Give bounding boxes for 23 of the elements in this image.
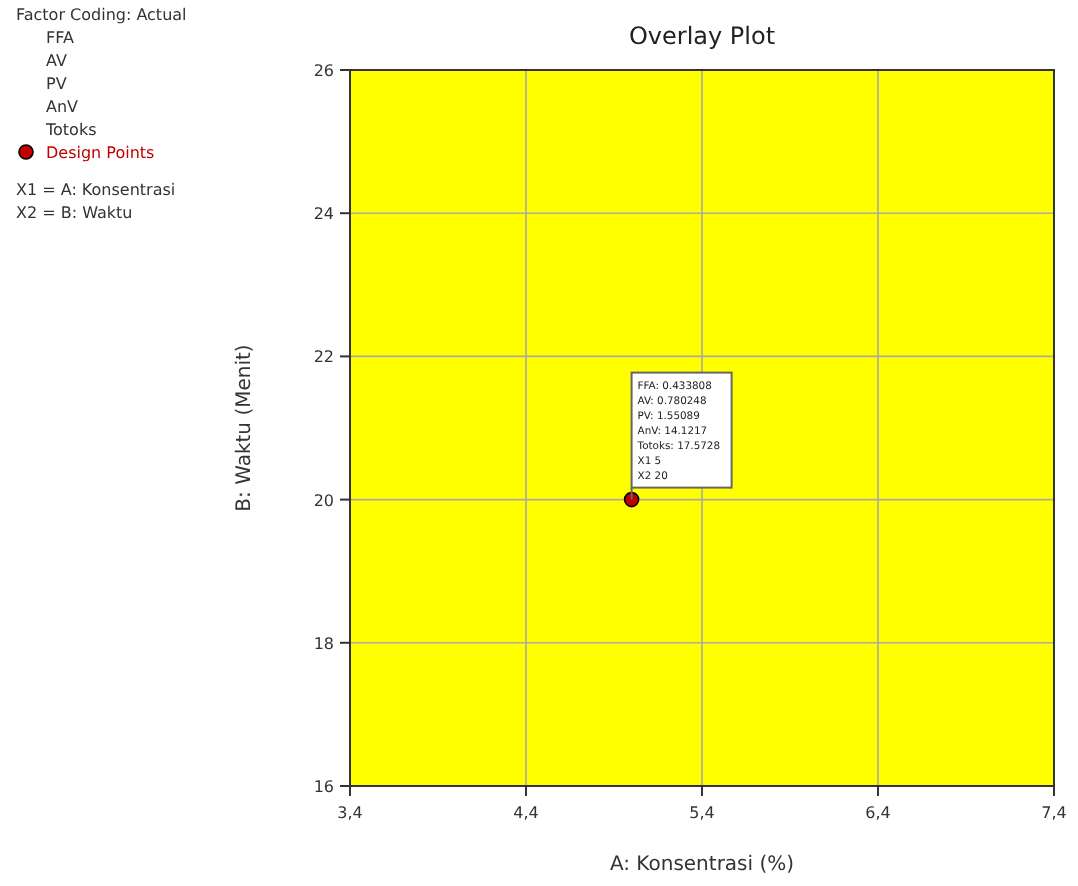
legend-label: Design Points (46, 144, 155, 162)
x-tick-label: 5,4 (689, 804, 715, 822)
x-axis-title: A: Konsentrasi (%) (609, 854, 795, 876)
y-tick-label: 26 (313, 62, 334, 80)
text: X2 = B: Waktu (16, 203, 133, 222)
text: X1 = A: Konsentrasi (16, 180, 176, 199)
y-tick-label: 16 (313, 778, 334, 796)
y-tick-label: 18 (313, 634, 334, 653)
chart-title: Overlay Plot (628, 22, 776, 50)
y-tick-label: 22 (313, 348, 334, 367)
text: PV (46, 75, 68, 93)
x-tick-label: 3,4 (337, 804, 363, 822)
y-tick-label: 24 (313, 205, 334, 224)
x-tick-label: 6,4 (865, 804, 891, 822)
x-tick-label: 7,4 (1041, 804, 1067, 822)
text: Totoks (44, 121, 97, 139)
text: AV (46, 52, 68, 70)
text: AnV (46, 98, 80, 116)
text: FFA (46, 29, 75, 47)
x-tick-label: 4,4 (513, 804, 539, 822)
y-axis-title: B: Waktu (Menit) (234, 344, 256, 512)
y-tick-label: 20 (313, 491, 334, 510)
legend-title: Factor Coding: Actual (16, 6, 187, 24)
